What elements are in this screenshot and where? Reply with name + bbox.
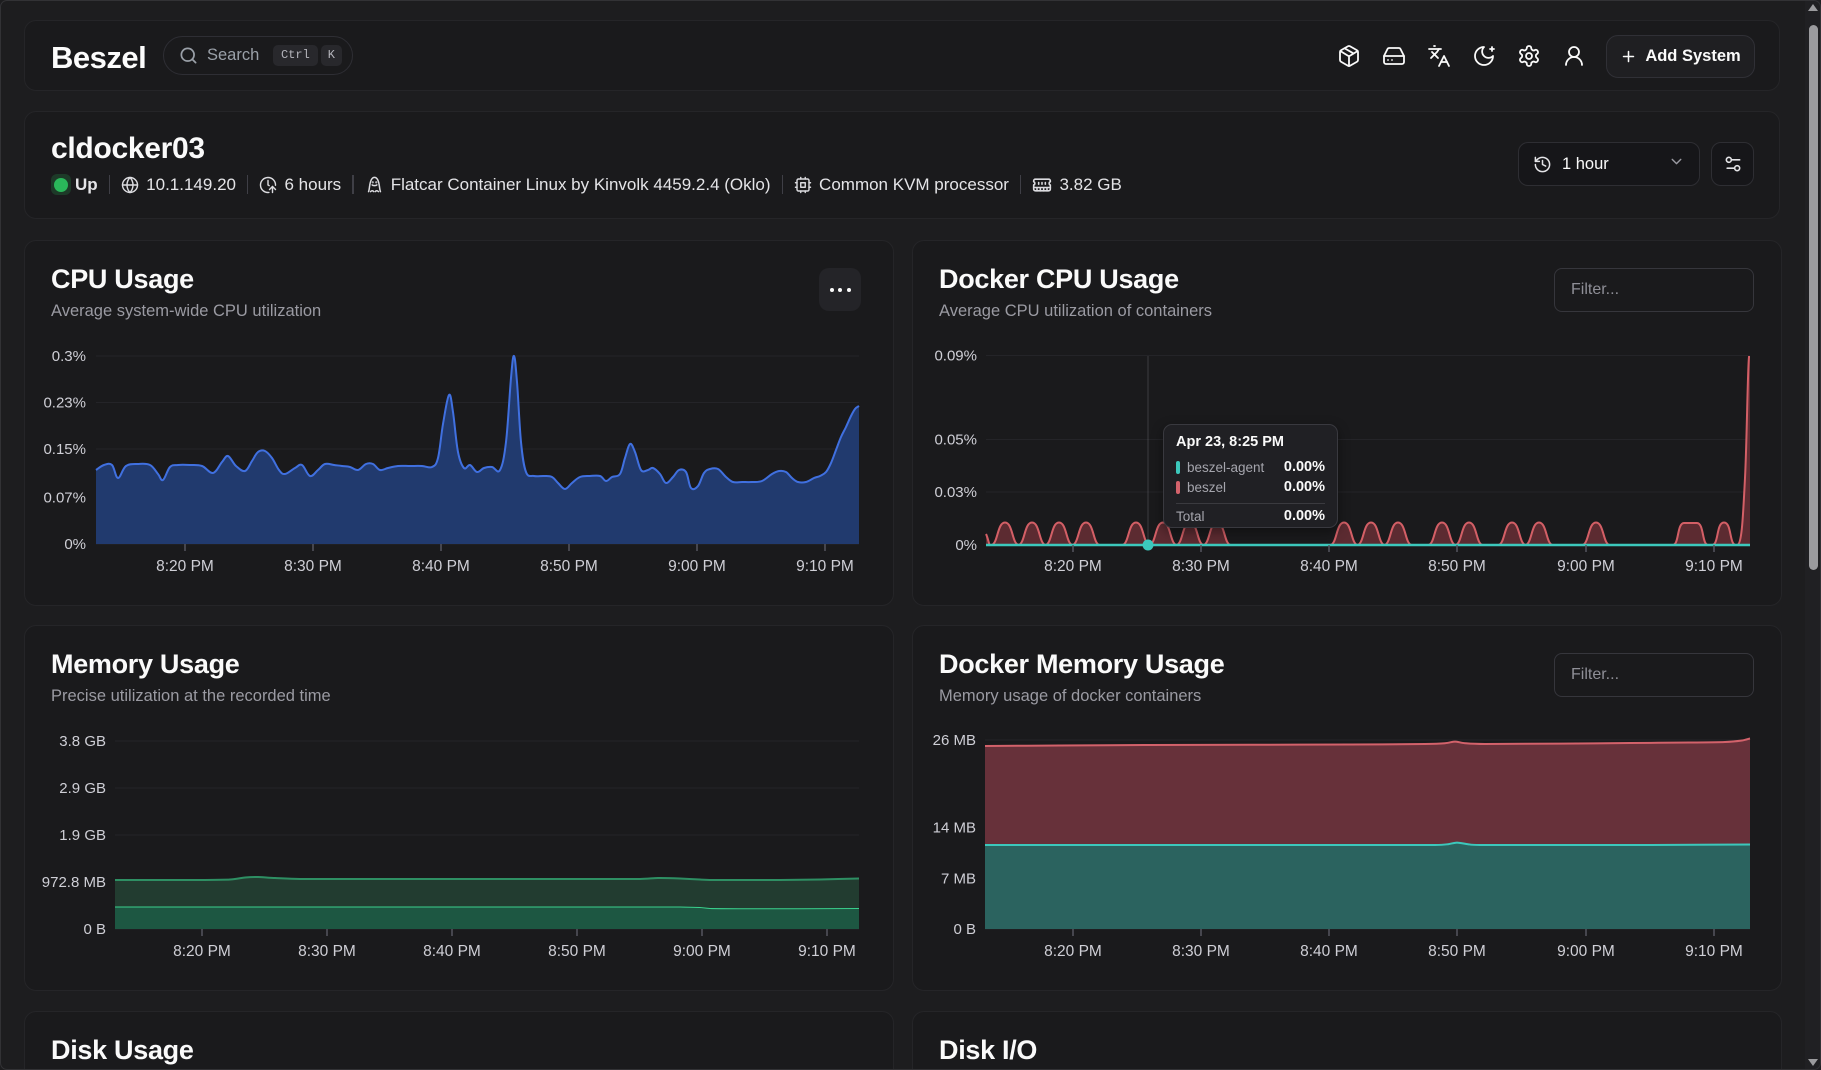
svg-text:0.23%: 0.23% bbox=[43, 395, 86, 412]
svg-text:8:50 PM: 8:50 PM bbox=[540, 558, 598, 575]
svg-text:0.09%: 0.09% bbox=[934, 348, 977, 365]
svg-text:0.15%: 0.15% bbox=[43, 441, 86, 458]
svg-text:0.05%: 0.05% bbox=[934, 432, 977, 449]
svg-text:9:10 PM: 9:10 PM bbox=[796, 558, 854, 575]
svg-text:9:10 PM: 9:10 PM bbox=[798, 943, 856, 960]
svg-text:972.8 MB: 972.8 MB bbox=[42, 874, 106, 891]
svg-text:8:50 PM: 8:50 PM bbox=[1428, 943, 1486, 960]
svg-text:8:40 PM: 8:40 PM bbox=[412, 558, 470, 575]
svg-text:8:50 PM: 8:50 PM bbox=[548, 943, 606, 960]
svg-text:3.8 GB: 3.8 GB bbox=[59, 733, 106, 750]
svg-text:0%: 0% bbox=[64, 536, 86, 553]
svg-text:8:20 PM: 8:20 PM bbox=[156, 558, 214, 575]
svg-text:9:00 PM: 9:00 PM bbox=[1557, 943, 1615, 960]
svg-text:8:30 PM: 8:30 PM bbox=[1172, 943, 1230, 960]
svg-text:8:40 PM: 8:40 PM bbox=[1300, 558, 1358, 575]
svg-text:8:20 PM: 8:20 PM bbox=[1044, 558, 1102, 575]
svg-text:8:20 PM: 8:20 PM bbox=[173, 943, 231, 960]
svg-text:0.03%: 0.03% bbox=[934, 484, 977, 501]
svg-text:2.9 GB: 2.9 GB bbox=[59, 780, 106, 797]
svg-text:9:10 PM: 9:10 PM bbox=[1685, 558, 1743, 575]
svg-text:7 MB: 7 MB bbox=[941, 871, 976, 888]
svg-text:0 B: 0 B bbox=[953, 921, 976, 938]
svg-text:0 B: 0 B bbox=[83, 921, 106, 938]
svg-text:0%: 0% bbox=[955, 537, 977, 554]
svg-text:8:40 PM: 8:40 PM bbox=[423, 943, 481, 960]
svg-text:9:00 PM: 9:00 PM bbox=[668, 558, 726, 575]
svg-text:8:40 PM: 8:40 PM bbox=[1300, 943, 1358, 960]
svg-text:0.07%: 0.07% bbox=[43, 490, 86, 507]
svg-text:9:00 PM: 9:00 PM bbox=[673, 943, 731, 960]
svg-text:9:10 PM: 9:10 PM bbox=[1685, 943, 1743, 960]
svg-text:8:50 PM: 8:50 PM bbox=[1428, 558, 1486, 575]
svg-text:0.3%: 0.3% bbox=[52, 348, 86, 365]
svg-text:1.9 GB: 1.9 GB bbox=[59, 827, 106, 844]
svg-text:8:30 PM: 8:30 PM bbox=[1172, 558, 1230, 575]
svg-text:14 MB: 14 MB bbox=[933, 820, 976, 837]
svg-text:26 MB: 26 MB bbox=[933, 732, 976, 749]
svg-text:8:20 PM: 8:20 PM bbox=[1044, 943, 1102, 960]
svg-text:8:30 PM: 8:30 PM bbox=[298, 943, 356, 960]
svg-text:8:30 PM: 8:30 PM bbox=[284, 558, 342, 575]
svg-text:9:00 PM: 9:00 PM bbox=[1557, 558, 1615, 575]
